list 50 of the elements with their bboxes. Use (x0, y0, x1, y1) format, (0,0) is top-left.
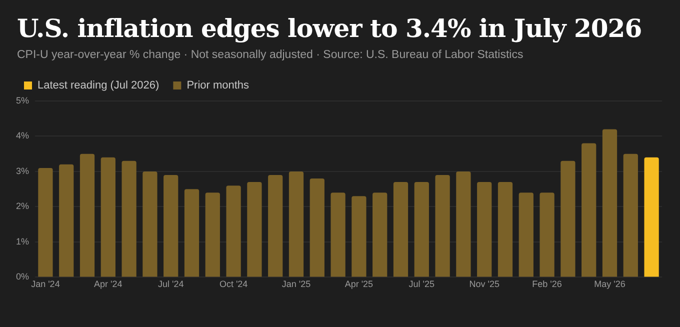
bar (393, 182, 408, 277)
bar (184, 189, 200, 277)
bar (38, 168, 53, 277)
bar (330, 192, 346, 277)
x-tick-label: Oct '24 (219, 279, 248, 290)
bar (518, 192, 534, 277)
bar (623, 154, 638, 277)
x-tick-label: Jan '24 (31, 279, 60, 290)
legend-label: Prior months (186, 80, 250, 92)
bar (205, 192, 220, 277)
y-tick-label: 1% (16, 236, 30, 246)
y-tick-label: 3% (16, 166, 30, 176)
bar (247, 182, 262, 277)
x-tick-label: May '26 (594, 279, 626, 290)
bar (80, 154, 95, 277)
bar (456, 171, 471, 277)
bar (142, 171, 158, 277)
bar (288, 171, 304, 277)
y-tick-label: 5% (16, 95, 30, 106)
bar (268, 175, 283, 277)
x-tick-label: Feb '26 (532, 279, 562, 290)
x-tick-label: Apr '25 (344, 279, 374, 290)
x-tick-label: Apr '24 (94, 279, 122, 290)
bar (540, 192, 554, 277)
bar (164, 175, 178, 277)
bar (226, 186, 241, 277)
x-tick-label: Jan '25 (282, 279, 311, 290)
bar (477, 182, 492, 277)
y-tick-label: 4% (16, 130, 30, 141)
bar (310, 178, 324, 277)
legend-label: Latest reading (Jul 2026) (38, 80, 160, 92)
bar (414, 182, 429, 277)
x-tick-label: Jul '24 (158, 279, 184, 290)
bar (372, 192, 388, 277)
bar (560, 160, 576, 277)
y-tick-label: 2% (16, 201, 30, 212)
bar (644, 157, 659, 277)
bar (100, 157, 116, 277)
bar (435, 175, 450, 277)
x-tick-label: Jul '25 (408, 279, 435, 290)
bar (352, 196, 366, 277)
y-tick-label: 0% (16, 272, 30, 282)
x-tick-label: Nov '25 (469, 279, 500, 290)
bar (582, 143, 596, 277)
chart-subtitle: CPI-U year-over-year % change · Not seasonally adjusted · Source: U.S. Bureau of Labor Statistics (17, 49, 524, 61)
bar (59, 164, 74, 277)
chart-title: U.S. inflation edges lower to 3.4% in July 2026 (17, 14, 642, 43)
bar (602, 129, 618, 277)
bar (122, 160, 136, 277)
bar (498, 182, 513, 277)
